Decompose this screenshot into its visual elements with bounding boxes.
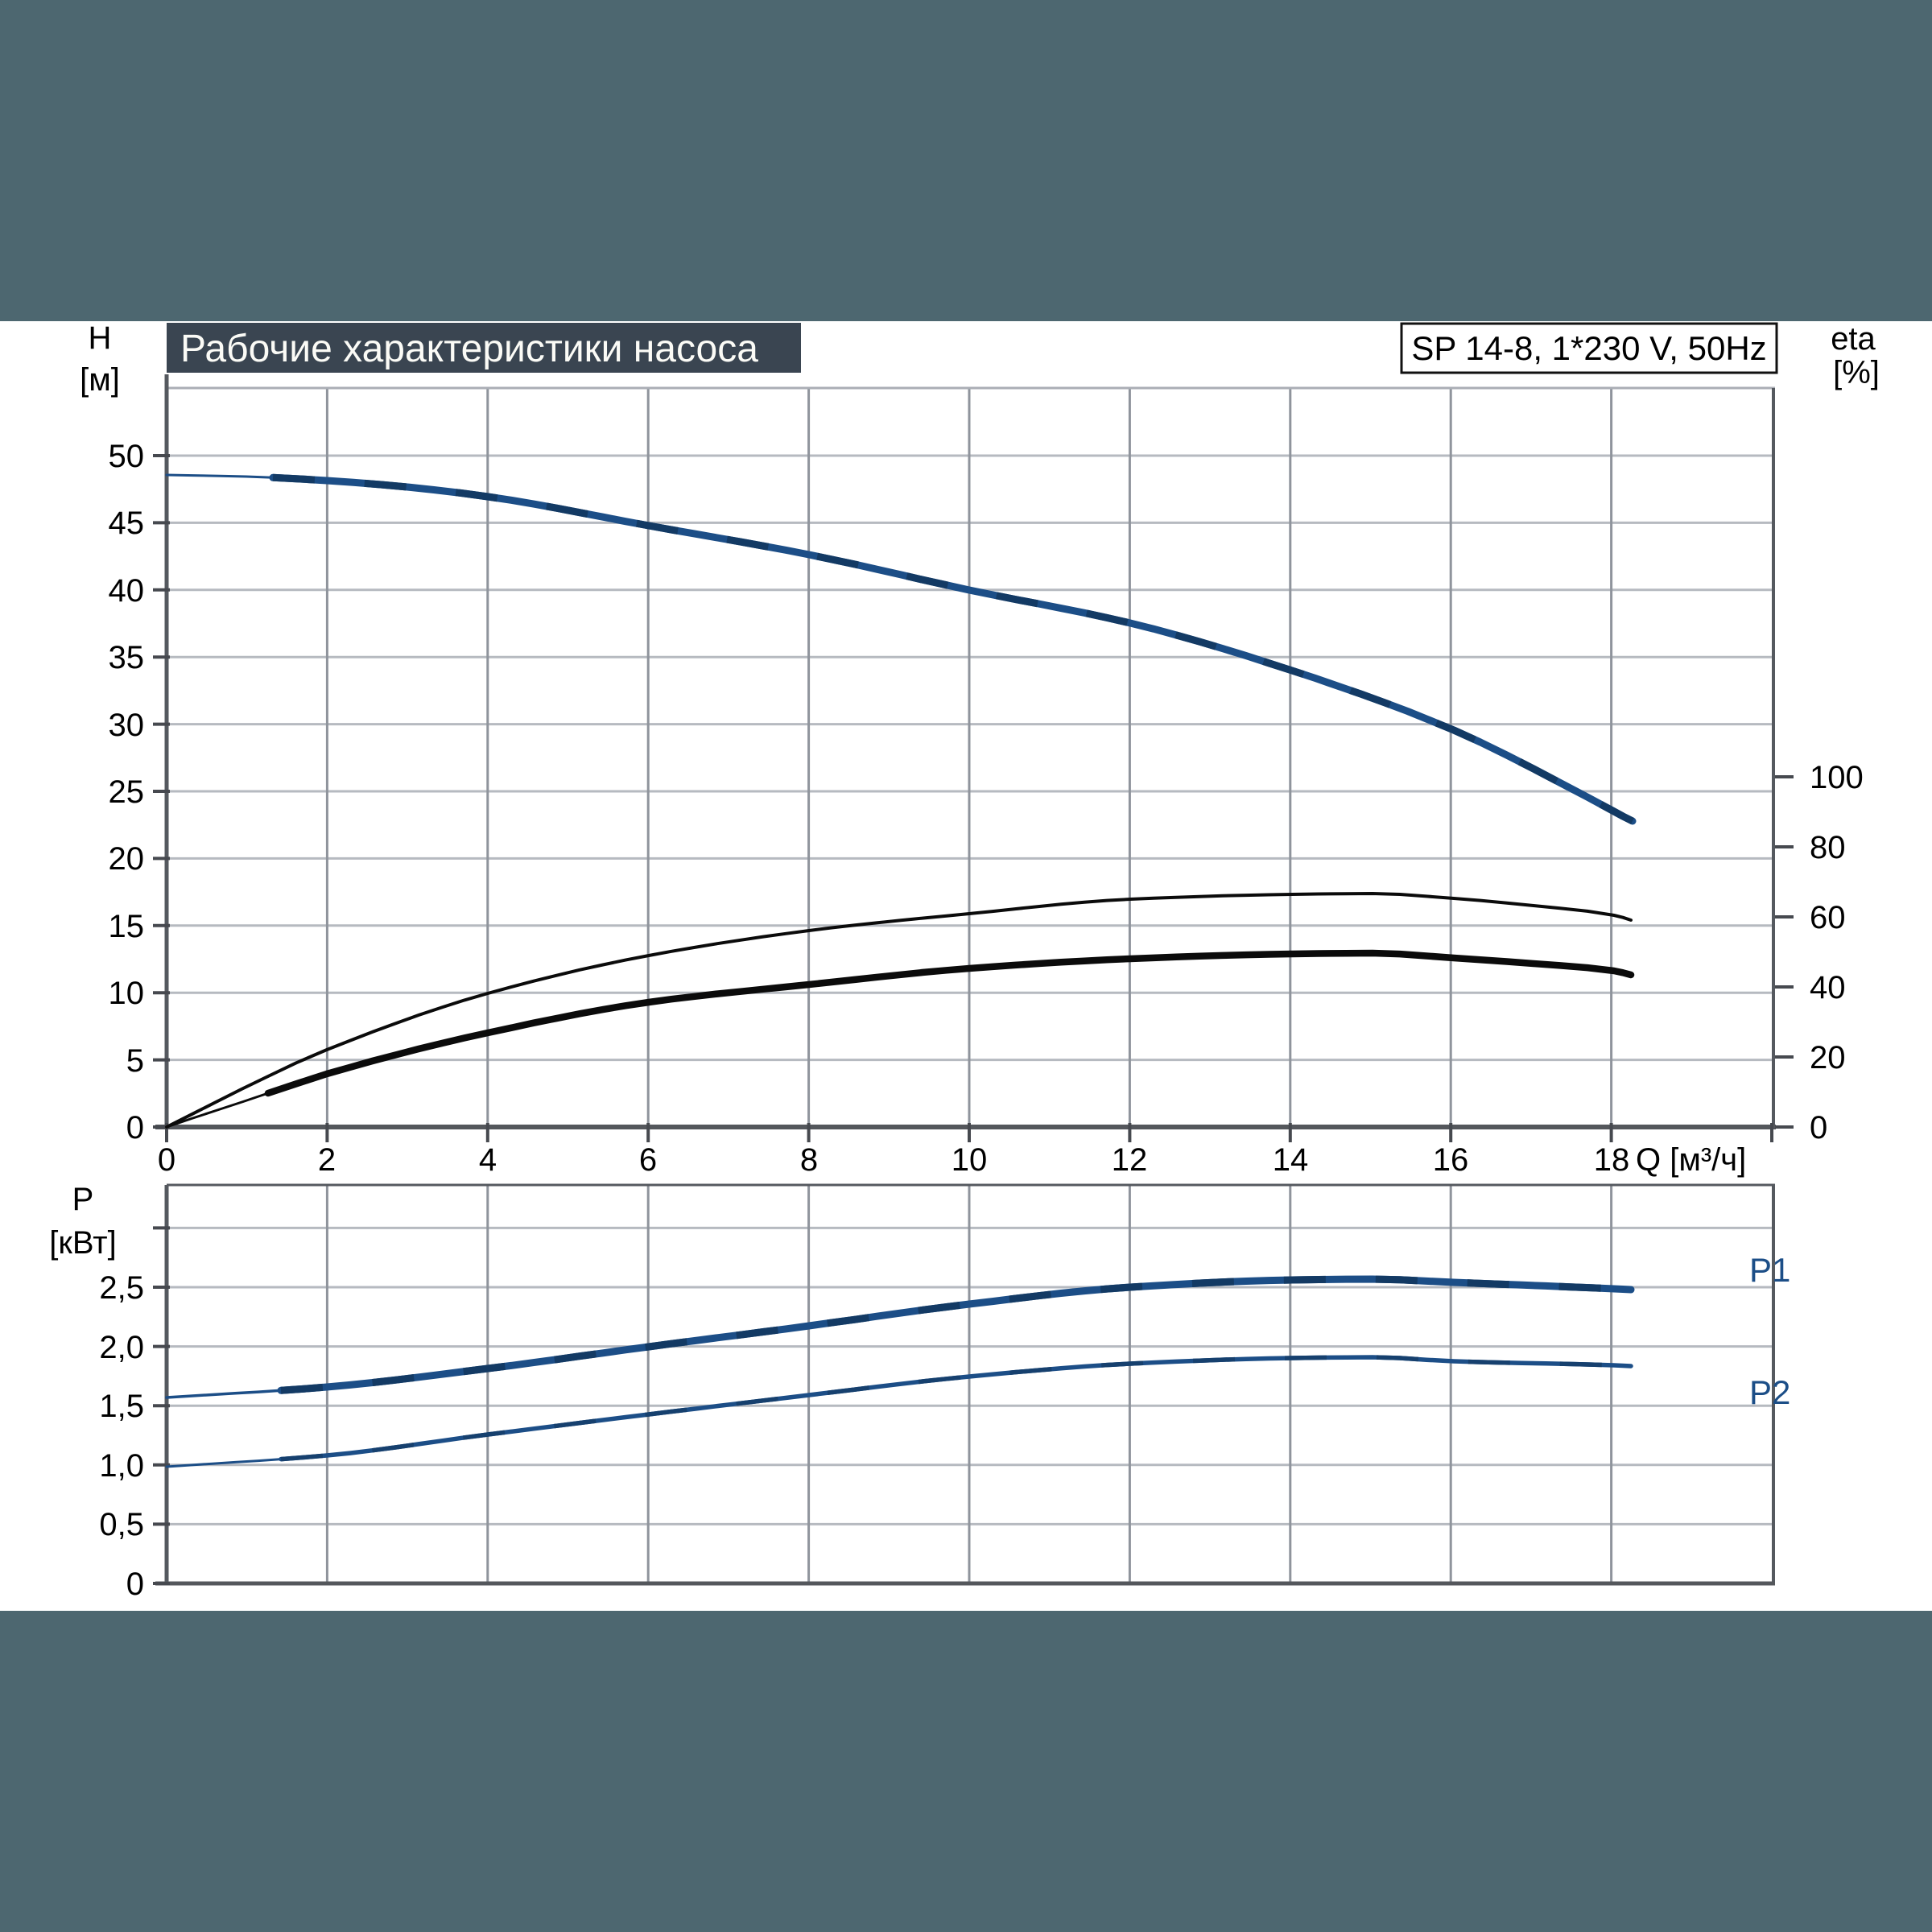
svg-text:Рабочие характеристики насоса: Рабочие характеристики насоса bbox=[180, 328, 758, 370]
svg-text:[кВт]: [кВт] bbox=[49, 1225, 116, 1261]
svg-text:18: 18 bbox=[1594, 1142, 1630, 1178]
svg-text:6: 6 bbox=[639, 1142, 657, 1178]
svg-text:2: 2 bbox=[318, 1142, 336, 1178]
svg-text:14: 14 bbox=[1273, 1142, 1309, 1178]
svg-text:0: 0 bbox=[1810, 1110, 1827, 1146]
svg-text:0: 0 bbox=[126, 1110, 144, 1146]
svg-text:45: 45 bbox=[109, 506, 145, 541]
svg-text:P1: P1 bbox=[1749, 1251, 1790, 1289]
svg-text:80: 80 bbox=[1810, 830, 1846, 865]
svg-text:10: 10 bbox=[109, 976, 145, 1011]
svg-text:H: H bbox=[89, 320, 112, 356]
svg-text:P2: P2 bbox=[1749, 1373, 1790, 1411]
svg-text:Q [м³/ч]: Q [м³/ч] bbox=[1636, 1142, 1746, 1178]
svg-text:P: P bbox=[72, 1182, 94, 1217]
svg-text:8: 8 bbox=[800, 1142, 818, 1178]
svg-text:20: 20 bbox=[1810, 1040, 1846, 1075]
svg-text:SP 14-8, 1*230 V, 50Hz: SP 14-8, 1*230 V, 50Hz bbox=[1411, 329, 1766, 367]
svg-text:100: 100 bbox=[1810, 760, 1864, 795]
svg-text:30: 30 bbox=[109, 708, 145, 743]
svg-text:40: 40 bbox=[1810, 970, 1846, 1005]
svg-text:50: 50 bbox=[109, 439, 145, 474]
svg-text:5: 5 bbox=[126, 1043, 144, 1079]
svg-text:35: 35 bbox=[109, 640, 145, 675]
svg-text:eta: eta bbox=[1831, 321, 1876, 357]
svg-text:10: 10 bbox=[952, 1142, 988, 1178]
svg-text:25: 25 bbox=[109, 774, 145, 810]
svg-text:0: 0 bbox=[126, 1567, 144, 1602]
svg-text:20: 20 bbox=[109, 841, 145, 877]
svg-text:16: 16 bbox=[1433, 1142, 1469, 1178]
svg-text:40: 40 bbox=[109, 573, 145, 609]
svg-text:0,5: 0,5 bbox=[99, 1507, 144, 1542]
svg-text:12: 12 bbox=[1112, 1142, 1148, 1178]
svg-text:2,5: 2,5 bbox=[99, 1270, 144, 1306]
svg-text:15: 15 bbox=[109, 909, 145, 944]
svg-text:0: 0 bbox=[158, 1142, 175, 1178]
svg-text:[м]: [м] bbox=[80, 362, 120, 398]
svg-text:1,5: 1,5 bbox=[99, 1389, 144, 1424]
svg-text:[%]: [%] bbox=[1833, 355, 1880, 390]
svg-text:1,0: 1,0 bbox=[99, 1448, 144, 1484]
svg-text:4: 4 bbox=[479, 1142, 497, 1178]
svg-text:2,0: 2,0 bbox=[99, 1330, 144, 1365]
svg-text:60: 60 bbox=[1810, 900, 1846, 935]
